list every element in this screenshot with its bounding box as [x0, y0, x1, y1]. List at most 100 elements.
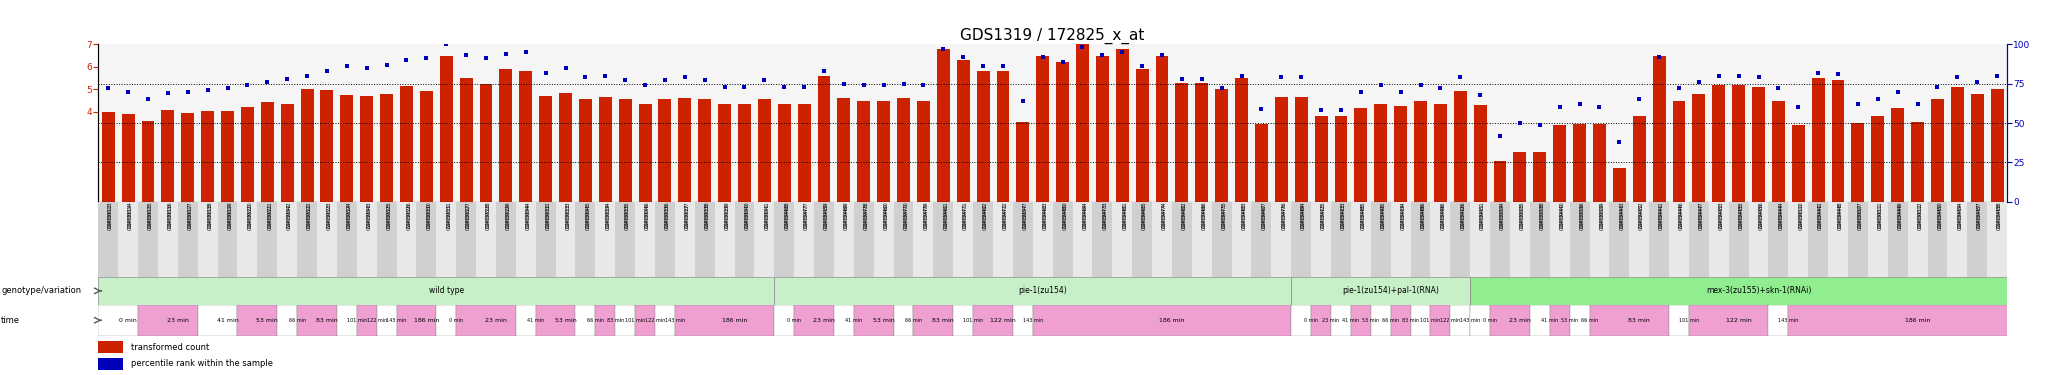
Bar [1112, 202, 1133, 277]
Bar [1294, 97, 1309, 202]
Point [1622, 96, 1655, 102]
Text: GSM39471: GSM39471 [963, 203, 969, 230]
Text: GSM39462: GSM39462 [983, 203, 987, 230]
Text: GSM39522: GSM39522 [307, 202, 311, 228]
Point [1384, 88, 1417, 94]
Bar [217, 202, 238, 277]
Bar [1315, 116, 1327, 202]
Bar [377, 202, 397, 277]
Bar [913, 305, 952, 336]
Bar [1872, 116, 1884, 202]
Text: GSM39451: GSM39451 [1481, 202, 1485, 228]
Text: GSM39545: GSM39545 [586, 203, 590, 230]
Text: GSM39471: GSM39471 [963, 202, 969, 228]
Bar [1075, 44, 1090, 202]
Text: 41 min: 41 min [1341, 318, 1360, 323]
Text: 101 min: 101 min [346, 318, 367, 323]
Bar [1352, 305, 1370, 336]
Text: 23 min: 23 min [813, 318, 836, 323]
Bar [1767, 202, 1788, 277]
Bar [854, 305, 893, 336]
Text: GSM39530: GSM39530 [426, 203, 432, 230]
Point [788, 84, 821, 90]
Text: GSM39477: GSM39477 [805, 203, 809, 230]
Text: GSM39467: GSM39467 [1262, 202, 1266, 228]
Text: GSM39441: GSM39441 [1659, 202, 1665, 228]
Point [211, 86, 244, 92]
Bar [1530, 202, 1550, 277]
Text: GSM39464: GSM39464 [1083, 202, 1087, 228]
Bar [1214, 89, 1229, 202]
Text: GSM39515: GSM39515 [147, 202, 154, 228]
Text: GSM39486: GSM39486 [1421, 202, 1425, 228]
Bar [356, 202, 377, 277]
Text: 143 min: 143 min [1460, 318, 1481, 323]
Text: 101 min: 101 min [963, 318, 983, 323]
Text: GSM39479: GSM39479 [924, 203, 928, 230]
Bar [795, 305, 834, 336]
Text: GSM39513: GSM39513 [109, 203, 113, 230]
Point [131, 96, 164, 102]
Text: GSM39496: GSM39496 [1440, 202, 1446, 228]
Point [528, 70, 561, 76]
Text: GSM39447: GSM39447 [1700, 203, 1704, 230]
Point [1761, 86, 1794, 92]
Bar [1251, 202, 1272, 277]
Text: GSM39537: GSM39537 [684, 202, 690, 228]
Text: GSM39426: GSM39426 [1460, 203, 1464, 230]
Text: GSM39467: GSM39467 [1262, 203, 1266, 230]
Text: GSM39532: GSM39532 [545, 202, 551, 228]
Bar [1290, 305, 1311, 336]
Text: GSM39529: GSM39529 [506, 203, 510, 230]
Point [1106, 49, 1139, 55]
Bar [1569, 202, 1589, 277]
Point [330, 63, 362, 69]
Bar [158, 202, 178, 277]
Text: GSM39442: GSM39442 [1819, 203, 1823, 230]
Bar [1751, 87, 1765, 202]
Text: 186 min: 186 min [721, 318, 748, 323]
Bar [1669, 202, 1690, 277]
Text: GSM39457: GSM39457 [1976, 203, 1982, 230]
Text: GSM39456: GSM39456 [1759, 202, 1763, 228]
Bar [1868, 202, 1888, 277]
Text: 66 min: 66 min [1382, 318, 1399, 323]
Bar [238, 202, 258, 277]
Text: 0 min: 0 min [449, 318, 463, 323]
Text: GSM39468: GSM39468 [784, 203, 788, 230]
Text: 143 min: 143 min [666, 318, 684, 323]
Bar [676, 202, 694, 277]
Text: GSM39480: GSM39480 [1063, 203, 1067, 230]
Bar [420, 92, 432, 202]
Point [1821, 71, 1853, 77]
Bar [297, 305, 336, 336]
Bar [1573, 124, 1585, 202]
Bar [1434, 104, 1446, 202]
Text: pie-1(zu154)+pal-1(RNA): pie-1(zu154)+pal-1(RNA) [1341, 286, 1440, 296]
Bar [737, 104, 752, 202]
Text: GSM39447: GSM39447 [1700, 202, 1704, 228]
Text: GSM39506: GSM39506 [1579, 202, 1585, 228]
Bar [1290, 202, 1311, 277]
Bar [1053, 202, 1073, 277]
Text: GSM39458: GSM39458 [1997, 202, 2003, 228]
Point [371, 62, 403, 68]
Text: GSM39463: GSM39463 [1042, 203, 1049, 230]
Text: 122 min: 122 min [645, 318, 666, 323]
Bar [1073, 202, 1092, 277]
Bar [1970, 94, 1985, 202]
Point [252, 79, 285, 85]
Text: GSM39450: GSM39450 [1937, 203, 1942, 230]
Point [1841, 101, 1874, 107]
Text: GSM39541: GSM39541 [764, 203, 770, 230]
Text: GSM39481: GSM39481 [1122, 203, 1126, 230]
Text: mex-3(zu155)+skn-1(RNAi): mex-3(zu155)+skn-1(RNAi) [1706, 286, 1810, 296]
Text: GSM39540: GSM39540 [745, 202, 750, 228]
Bar [1550, 202, 1569, 277]
Bar [360, 96, 373, 202]
Text: GSM39507: GSM39507 [1858, 202, 1864, 228]
Bar [655, 305, 676, 336]
Point [1186, 76, 1219, 82]
Bar [719, 104, 731, 202]
Bar [336, 305, 356, 336]
